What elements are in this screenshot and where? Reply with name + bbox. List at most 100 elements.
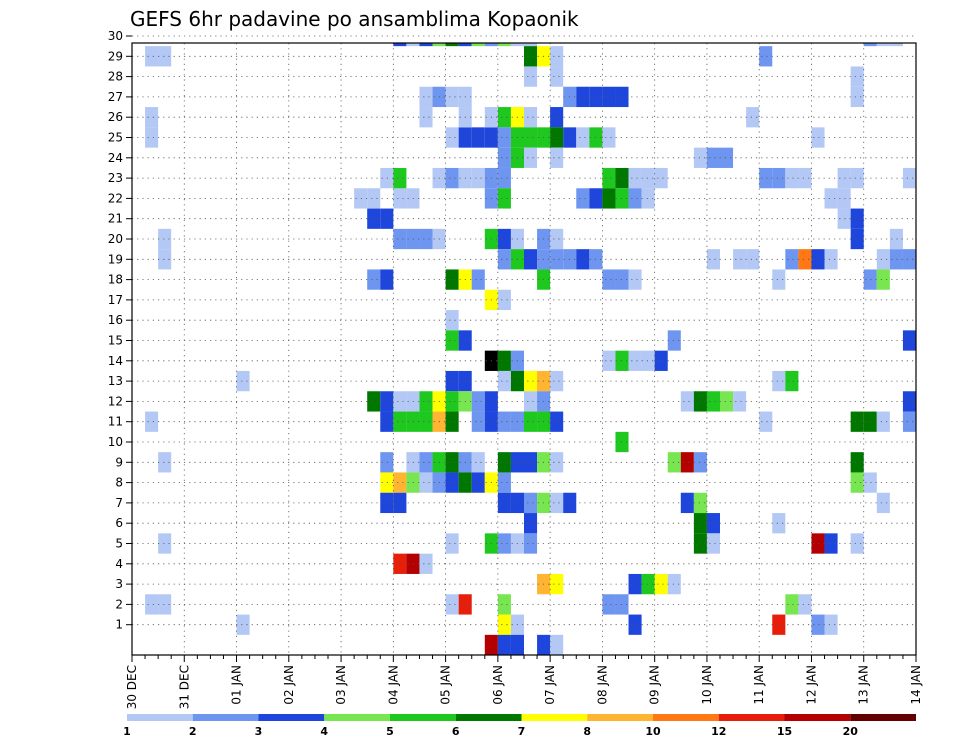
colorbar-swatch — [455, 714, 522, 721]
heatmap-cell — [158, 46, 172, 67]
y-tick-label: 23 — [108, 171, 123, 185]
x-tick-label: 03 JAN — [334, 665, 348, 705]
heatmap-cell — [524, 46, 538, 67]
heatmap-cell — [550, 107, 564, 128]
heatmap-cell — [393, 553, 407, 574]
x-tick-label: 04 JAN — [386, 665, 400, 705]
x-tick-label: 10 JAN — [700, 665, 714, 705]
heatmap-cell — [550, 492, 564, 514]
colorbar-label: 5 — [386, 725, 394, 738]
heatmap-cell — [706, 513, 720, 534]
y-tick-label: 3 — [115, 577, 123, 591]
colorbar-label: 7 — [518, 725, 526, 738]
x-tick-label: 14 JAN — [909, 665, 923, 705]
heatmap-cell — [550, 573, 564, 595]
heatmap-cell — [537, 634, 551, 655]
heatmap-cell — [445, 86, 459, 108]
heatmap-cell — [850, 472, 864, 493]
heatmap-cell — [445, 310, 459, 331]
y-tick-label: 4 — [115, 557, 123, 571]
heatmap-cell — [510, 634, 524, 655]
heatmap-cell — [158, 594, 172, 615]
y-tick-label: 20 — [108, 232, 123, 246]
heatmap-cell — [393, 411, 407, 432]
heatmap-cell — [889, 249, 903, 270]
y-tick-label: 18 — [108, 273, 123, 287]
heatmap-cell — [693, 147, 707, 168]
heatmap-cell — [497, 472, 511, 493]
heatmap-cell — [798, 594, 812, 615]
heatmap-cell — [602, 594, 616, 615]
x-tick-label: 12 JAN — [804, 665, 818, 705]
colorbar-label: 8 — [583, 725, 591, 738]
colorbar-swatch — [784, 714, 851, 721]
colorbar-label: 4 — [320, 725, 328, 738]
heatmap-cell — [471, 167, 485, 189]
x-tick-label: 30 DEC — [125, 665, 139, 709]
colorbar-label: 15 — [777, 725, 792, 738]
heatmap-cell — [419, 452, 433, 473]
x-tick-label: 05 JAN — [439, 665, 453, 705]
heatmap-cell — [785, 370, 799, 392]
heatmap-cell — [484, 634, 498, 655]
heatmap-cell — [497, 533, 511, 554]
heatmap-cell — [680, 492, 694, 514]
heatmap-cell — [641, 573, 655, 595]
heatmap-cell — [550, 46, 564, 67]
x-tick-label: 01 JAN — [230, 665, 244, 705]
heatmap-cell — [158, 249, 172, 270]
heatmap-cell — [445, 452, 459, 473]
heatmap-cell — [445, 43, 459, 47]
y-axis: 1234567891011121314151617181920212223242… — [108, 29, 132, 632]
heatmap-cell — [145, 127, 159, 148]
heatmap-cell — [550, 147, 564, 168]
heatmap-cell — [824, 188, 838, 209]
heatmap-cells — [145, 43, 916, 655]
heatmap-cell — [759, 46, 773, 67]
heatmap-cell — [550, 127, 564, 148]
y-tick-label: 28 — [108, 70, 123, 84]
heatmap-cell — [471, 452, 485, 473]
heatmap-cell — [497, 594, 511, 615]
heatmap-cell — [550, 228, 564, 250]
y-tick-label: 30 — [108, 29, 123, 43]
y-tick-label: 25 — [108, 131, 123, 145]
colorbar-swatch — [258, 714, 325, 721]
y-tick-label: 19 — [108, 252, 123, 266]
y-tick-label: 11 — [108, 415, 123, 429]
colorbar-swatch — [587, 714, 653, 721]
colorbar-label: 2 — [189, 725, 197, 738]
heatmap-cell — [393, 228, 407, 250]
heatmap-cell — [602, 127, 616, 148]
heatmap-cell — [367, 208, 381, 229]
heatmap-cell — [445, 594, 459, 615]
heatmap-cell — [419, 472, 433, 493]
heatmap-cell — [576, 249, 590, 270]
chart-title: GEFS 6hr padavine po ansamblima Kopaonik — [130, 7, 579, 31]
heatmap-cell — [145, 46, 159, 67]
heatmap-cell — [576, 127, 590, 148]
x-tick-label: 08 JAN — [595, 665, 609, 705]
heatmap-cell — [445, 472, 459, 493]
heatmap-cell — [419, 86, 433, 108]
heatmap-cell — [354, 188, 368, 209]
heatmap-cell — [602, 86, 616, 108]
heatmap-cell — [576, 188, 590, 209]
heatmap-cell — [850, 533, 864, 554]
heatmap-cell — [706, 249, 720, 270]
heatmap-cell — [889, 43, 903, 47]
heatmap-cell — [497, 147, 511, 168]
heatmap-cell — [445, 391, 459, 412]
heatmap-cell — [837, 188, 851, 209]
x-tick-label: 31 DEC — [177, 665, 191, 709]
heatmap-cell — [863, 411, 877, 432]
y-tick-label: 17 — [108, 293, 123, 307]
heatmap-cell — [471, 411, 485, 432]
heatmap-cell — [772, 614, 786, 635]
heatmap-cell — [471, 43, 485, 47]
heatmap-cell — [524, 370, 538, 392]
heatmap-cell — [406, 43, 420, 47]
y-tick-label: 24 — [108, 151, 123, 165]
heatmap-cell — [902, 330, 916, 351]
